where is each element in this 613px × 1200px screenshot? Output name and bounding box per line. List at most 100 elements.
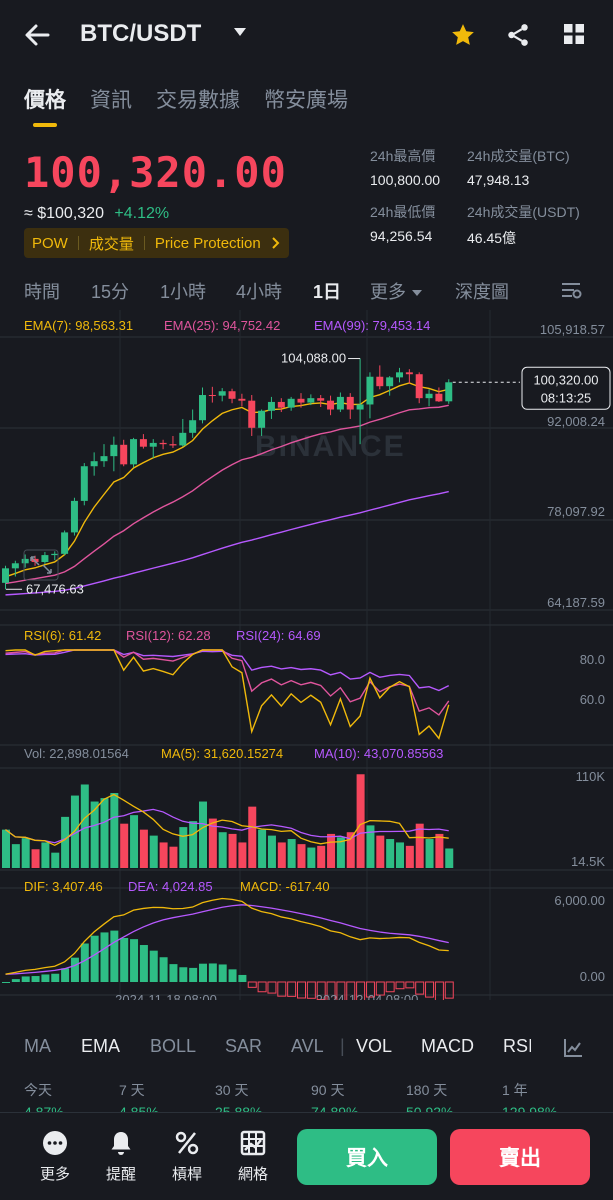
kline-chart[interactable]: BINANCE EMA(7): 98,563.31 EMA(25): 94,752.… <box>0 310 613 1000</box>
zoom-reset-button[interactable] <box>23 549 59 581</box>
macd-histogram-bar <box>228 969 237 982</box>
candle-body <box>287 398 295 408</box>
low-value: 94,256.54 <box>370 228 433 244</box>
macd-histogram-bar <box>130 939 139 982</box>
macd-histogram-bar <box>218 964 227 982</box>
trading-pair-title[interactable]: BTC/USDT <box>80 20 202 47</box>
back-arrow-icon[interactable] <box>22 20 52 50</box>
volume-bar <box>21 838 30 868</box>
rsi12-legend: RSI(12): 62.28 <box>126 628 211 643</box>
macd-histogram-bar <box>336 981 346 1000</box>
macd-histogram-bar <box>169 964 178 982</box>
candle-body <box>169 444 177 446</box>
macd-histogram-bar <box>385 981 395 993</box>
volume-bar <box>179 827 188 868</box>
candle-body <box>277 401 285 408</box>
countdown-timer: 08:13:25 <box>541 390 592 405</box>
indicator-ma[interactable]: MA <box>24 1036 51 1056</box>
dea-legend: DEA: 4,024.85 <box>128 879 213 894</box>
volume-bar <box>130 815 139 868</box>
macd-histogram-bar <box>51 973 60 982</box>
dif-legend: DIF: 3,407.46 <box>24 879 103 894</box>
candle-body <box>317 398 325 401</box>
expand-icon <box>30 556 52 574</box>
price-approx: ≈ $100,320 +4.12% <box>24 205 169 223</box>
tab-price[interactable]: 價格 <box>24 89 66 112</box>
indicator-settings-icon[interactable] <box>562 1037 584 1059</box>
buy-button[interactable]: 買入 <box>297 1129 437 1185</box>
volume-bar <box>61 816 70 868</box>
nav-more-label: 更多 <box>39 1166 70 1183</box>
macd-histogram-bar <box>120 937 129 982</box>
indicator-sar[interactable]: SAR <box>225 1036 263 1056</box>
macd-histogram-bar <box>257 981 267 993</box>
interval-depth[interactable]: 深度圖 <box>455 282 509 302</box>
candle-body <box>2 568 9 583</box>
macd-histogram-bar <box>2 982 10 983</box>
indicator-boll[interactable]: BOLL <box>150 1036 197 1056</box>
price-axis-label: 92,008.24 <box>547 414 605 429</box>
candle-body <box>110 444 118 457</box>
indicator-macd[interactable]: MACD <box>421 1036 474 1056</box>
candle-body <box>228 391 236 399</box>
tab-trading-data[interactable]: 交易數據 <box>156 89 240 112</box>
rsi24-legend: RSI(24): 64.69 <box>236 628 321 643</box>
interval-4h[interactable]: 4小時 <box>236 282 283 302</box>
vol-btc-value: 47,948.13 <box>467 172 530 188</box>
macd-histogram-bar <box>179 967 188 982</box>
high-label: 104,088.00 <box>281 351 346 366</box>
nav-more[interactable]: 更多 <box>30 1129 80 1184</box>
sell-button[interactable]: 賣出 <box>450 1129 590 1185</box>
interval-15m[interactable]: 15分 <box>91 282 130 302</box>
candle-body <box>199 395 206 421</box>
interval-1h[interactable]: 1小時 <box>160 282 207 302</box>
macd-histogram-bar <box>365 981 375 998</box>
volume-bar <box>366 825 375 868</box>
volume-bar <box>2 829 10 868</box>
macd-histogram-bar <box>21 976 30 982</box>
indicator-vol[interactable]: VOL <box>356 1036 393 1056</box>
tab-binance-square[interactable]: 幣安廣場 <box>264 89 348 112</box>
share-icon[interactable] <box>505 22 531 48</box>
star-icon[interactable] <box>450 22 476 48</box>
macd-histogram-bar <box>41 974 50 982</box>
indicator-avl[interactable]: AVL <box>291 1036 324 1056</box>
vol-btc-label: 24h成交量(BTC) <box>467 148 570 164</box>
volume-bar <box>396 842 404 868</box>
volume-bar <box>386 839 395 868</box>
more-dots-icon <box>43 1131 67 1155</box>
volume-bar <box>100 798 109 868</box>
macd-histogram-bar <box>375 981 385 996</box>
volume-bar <box>90 801 99 868</box>
active-tab-indicator <box>33 123 57 127</box>
macd-histogram-bar <box>139 945 148 982</box>
tag-separator <box>77 236 79 250</box>
nav-alert[interactable]: 提醒 <box>96 1129 146 1184</box>
tag-pill[interactable]: POW 成交量 Price Protection <box>24 228 289 258</box>
perf-label: 90 天 <box>311 1082 345 1098</box>
caret-down-icon[interactable] <box>232 24 248 40</box>
macd-histogram-bar <box>346 981 356 1000</box>
macd-axis-label: 6,000.00 <box>554 893 605 908</box>
candle-body <box>435 393 443 402</box>
interval-1d[interactable]: 1日 <box>313 282 342 302</box>
x-axis-label: 2024-11-18 08:00 <box>115 992 217 1000</box>
indicator-ema[interactable]: EMA <box>81 1036 121 1056</box>
interval-more[interactable]: 更多 <box>370 278 423 304</box>
macd-histogram-bar <box>90 935 99 982</box>
chart-settings-icon[interactable] <box>560 279 582 301</box>
nav-leverage[interactable]: 槓桿 <box>162 1129 212 1184</box>
tab-info[interactable]: 資訊 <box>90 89 132 112</box>
nav-alert-label: 提醒 <box>105 1166 136 1183</box>
ema99-legend: EMA(99): 79,453.14 <box>314 318 430 333</box>
binance-watermark: BINANCE <box>255 430 406 463</box>
volume-bar <box>218 832 227 868</box>
indicator-rsi[interactable]: RSI <box>503 1036 531 1056</box>
grid-icon[interactable] <box>562 22 586 46</box>
macd-histogram-bar <box>395 981 405 990</box>
candle-body <box>159 442 167 445</box>
nav-grid[interactable]: 網格 <box>228 1129 278 1184</box>
interval-time[interactable]: 時間 <box>24 282 60 302</box>
candle-body <box>366 376 374 405</box>
volume-bar <box>307 847 316 868</box>
